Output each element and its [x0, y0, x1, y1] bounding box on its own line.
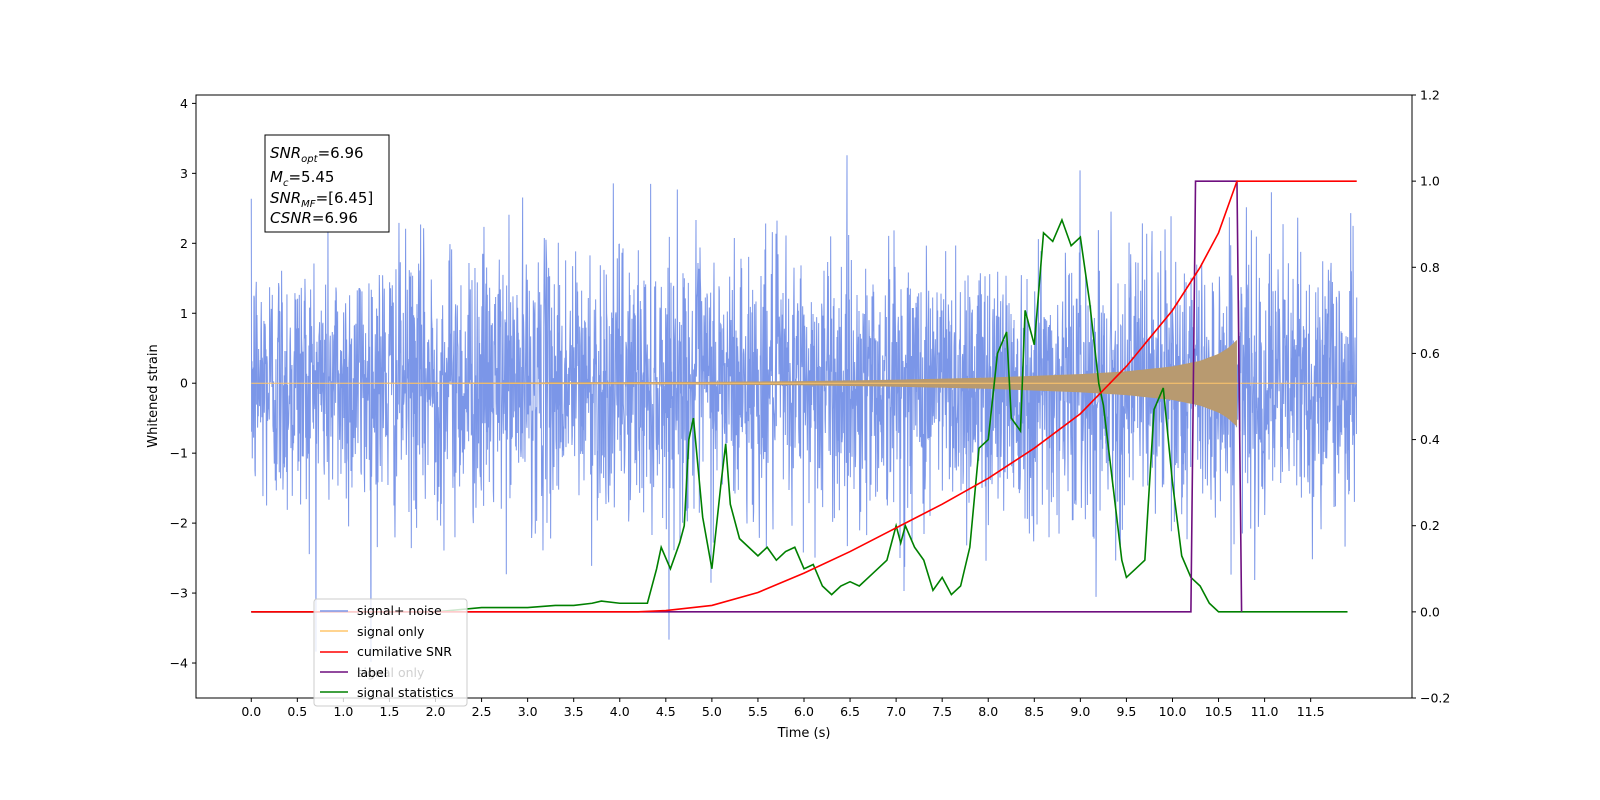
y-axis-label: Whitened strain — [146, 344, 161, 447]
x-tick-label: 9.5 — [1116, 704, 1136, 719]
legend-label-signal-statistics: signal statistics — [357, 685, 454, 700]
x-tick-label: 10.5 — [1205, 704, 1233, 719]
annotation-line-csnr: CSNR=6.96 — [270, 209, 358, 227]
y-tick-label: 4 — [180, 96, 188, 111]
y2-tick-label: 0.2 — [1420, 518, 1440, 533]
y2-tick-label: 1.2 — [1420, 88, 1440, 103]
x-tick-label: 7.0 — [886, 704, 906, 719]
y-tick-label: −3 — [170, 586, 188, 601]
y-tick-label: −1 — [170, 446, 188, 461]
annotation-line-mc: Mc=5.45 — [270, 168, 334, 189]
y2-axis-ticks: 1.2 1.0 0.8 0.6 0.4 0.2 0.0 −0.2 — [1412, 88, 1450, 706]
legend-label-label: label — [357, 665, 387, 680]
x-tick-label: 2.0 — [426, 704, 446, 719]
legend-frame — [313, 598, 468, 707]
y-tick-label: 2 — [180, 236, 188, 251]
x-tick-label: 4.0 — [610, 704, 630, 719]
x-tick-label: 10.0 — [1159, 704, 1187, 719]
x-tick-label: 0.0 — [241, 704, 261, 719]
y-tick-label: 1 — [180, 306, 188, 321]
y-tick-label: 3 — [180, 166, 188, 181]
x-tick-label: 0.5 — [287, 704, 307, 719]
y-tick-label: −4 — [170, 656, 188, 671]
series-label — [251, 180, 1243, 613]
legend-hidden-label: signal only — [357, 665, 425, 680]
x-tick-label: 6.0 — [794, 704, 814, 719]
x-tick-label: 11.5 — [1297, 704, 1325, 719]
y-tick-label: 0 — [180, 376, 188, 391]
legend-label-signal-only: signal only — [357, 624, 425, 639]
y-axis-ticks: 4 3 2 1 0 −1 −2 −3 −4 — [170, 96, 196, 671]
x-tick-label: 7.5 — [932, 704, 952, 719]
x-tick-label: 2.5 — [472, 704, 492, 719]
annotation-frame — [264, 134, 390, 233]
y2-tick-label: 0.8 — [1420, 260, 1440, 275]
x-tick-label: 5.5 — [748, 704, 768, 719]
x-axis-label: Time (s) — [777, 726, 831, 741]
series-layer — [250, 155, 1358, 662]
legend-label-cumulative-snr: cumilative SNR — [357, 644, 452, 659]
y2-tick-label: 0.0 — [1420, 604, 1440, 619]
x-tick-label: 6.5 — [840, 704, 860, 719]
y-tick-label: −2 — [170, 516, 188, 531]
annotation-box: SNRopt=6.96 Mc=5.45 SNRMF=[6.45] CSNR=6.… — [264, 134, 390, 233]
legend: signal+ noise signal only cumilative SNR… — [313, 598, 468, 707]
x-tick-label: 8.5 — [1024, 704, 1044, 719]
y2-tick-label: 0.6 — [1420, 346, 1440, 361]
x-tick-label: 3.0 — [518, 704, 538, 719]
annotation-line-snr-opt: SNRopt=6.96 — [270, 144, 364, 165]
x-tick-label: 11.0 — [1251, 704, 1279, 719]
x-tick-label: 8.0 — [978, 704, 998, 719]
legend-label-signal-plus-noise: signal+ noise — [357, 603, 442, 618]
x-tick-label: 1.5 — [380, 704, 400, 719]
x-tick-label: 3.5 — [564, 704, 584, 719]
series-signal-statistics — [251, 217, 1348, 613]
x-tick-label: 5.0 — [702, 704, 722, 719]
y2-tick-label: 0.4 — [1420, 432, 1440, 447]
y2-tick-label: 1.0 — [1420, 174, 1440, 189]
x-tick-label: 9.0 — [1070, 704, 1090, 719]
y2-tick-label: −0.2 — [1420, 691, 1450, 706]
series-cumulative-snr — [251, 180, 1357, 613]
x-axis-ticks: 0.0 0.5 1.0 1.5 2.0 2.5 3.0 3.5 4.0 4.5 5.0 5.5 6.0 6… — [241, 698, 1325, 719]
annotation-line-snr-mf: SNRMF=[6.45] — [270, 189, 373, 210]
x-tick-label: 1.0 — [333, 704, 353, 719]
x-tick-label: 4.5 — [656, 704, 676, 719]
